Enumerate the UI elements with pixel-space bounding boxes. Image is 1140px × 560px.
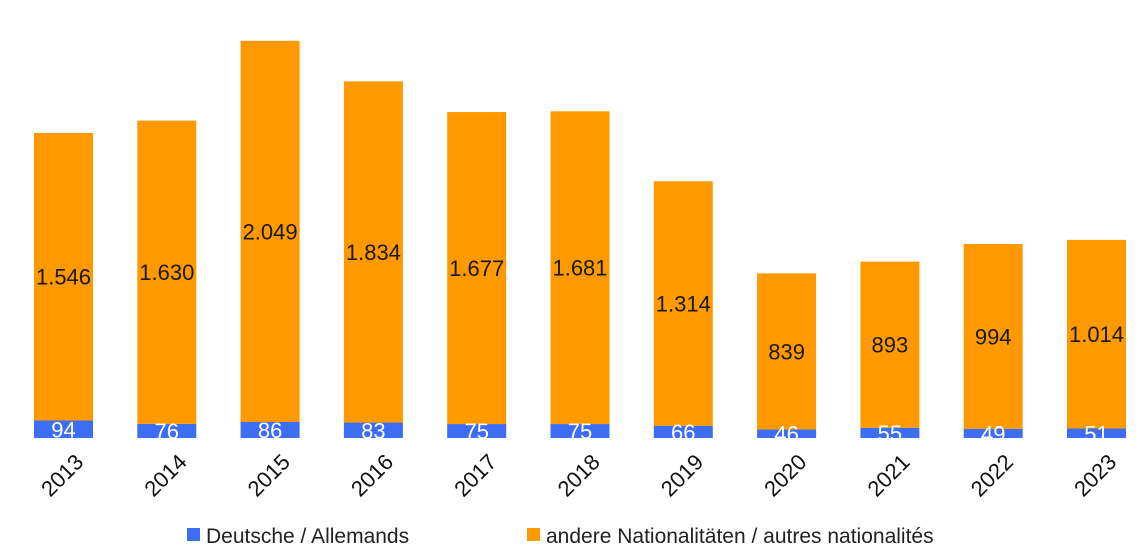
bar-deutsche-2019 [653, 425, 713, 438]
x-tick-label-2022: 2022 [966, 449, 1018, 501]
bar-deutsche-2018 [550, 424, 610, 438]
bar-deutsche-2014 [137, 423, 197, 438]
data-label-andere-2020: 839 [768, 339, 805, 364]
legend-swatch-andere [527, 528, 540, 541]
data-label-andere-2017: 1.677 [449, 256, 504, 281]
data-label-deutsche-2013: 94 [51, 417, 75, 442]
bar-deutsche-2021 [860, 427, 920, 438]
x-tick-label-2021: 2021 [862, 449, 914, 501]
bar-andere-2019 [653, 181, 713, 426]
x-tick-label-2017: 2017 [449, 449, 501, 501]
x-tick-label-2014: 2014 [139, 449, 191, 501]
bar-deutsche-2016 [343, 422, 403, 438]
legend-label-deutsche: Deutsche / Allemands [206, 525, 409, 548]
bar-andere-2022 [963, 243, 1023, 429]
data-label-deutsche-2017: 75 [464, 419, 488, 444]
x-tick-label-2016: 2016 [346, 449, 398, 501]
data-label-deutsche-2022: 49 [981, 421, 1005, 446]
bar-andere-2018 [550, 111, 610, 425]
bar-andere-2020 [757, 273, 817, 430]
data-label-deutsche-2021: 55 [878, 421, 902, 446]
bar-deutsche-2015 [240, 422, 300, 438]
data-label-andere-2021: 893 [872, 333, 909, 358]
legend-label-andere: andere Nationalitäten / autres nationali… [546, 525, 934, 548]
bar-andere-2013 [34, 132, 93, 421]
x-tick-label-2013: 2013 [36, 449, 88, 501]
bar-andere-2015 [240, 40, 300, 422]
bar-deutsche-2020 [757, 429, 817, 438]
data-label-deutsche-2015: 86 [258, 418, 282, 443]
bar-andere-2016 [343, 81, 403, 423]
data-label-andere-2016: 1.834 [346, 240, 401, 265]
data-label-andere-2022: 994 [975, 324, 1012, 349]
bars-group: 94 1.546 76 1.630 86 2.049 83 1.834 75 1.677 75 1.6… [34, 40, 1126, 447]
bar-deutsche-2023 [1067, 428, 1126, 438]
x-tick-label-2019: 2019 [656, 449, 708, 501]
data-label-andere-2023: 1.014 [1069, 322, 1124, 347]
legend-swatch-deutsche [187, 528, 200, 541]
bar-andere-2021 [860, 261, 920, 428]
bar-deutsche-2022 [963, 428, 1023, 438]
x-tick-label-2020: 2020 [759, 449, 811, 501]
data-label-andere-2015: 2.049 [243, 219, 298, 244]
x-tick-label-2015: 2015 [243, 449, 295, 501]
x-axis-tick-labels: 2013 2014 2015 2016 2017 2018 2019 2020 2021 2022… [36, 449, 1121, 501]
legend: Deutsche / Allemands andere Nationalität… [187, 525, 934, 548]
bar-deutsche-2013 [34, 420, 93, 438]
bar-deutsche-2017 [447, 424, 507, 438]
data-label-andere-2013: 1.546 [36, 265, 91, 290]
bar-andere-2017 [447, 112, 507, 425]
data-label-andere-2019: 1.314 [656, 291, 711, 316]
data-label-deutsche-2023: 51 [1084, 421, 1108, 446]
bar-andere-2014 [137, 120, 197, 424]
data-label-deutsche-2014: 76 [155, 419, 179, 444]
data-label-deutsche-2018: 75 [568, 419, 592, 444]
data-label-deutsche-2019: 66 [671, 420, 695, 445]
x-tick-label-2023: 2023 [1069, 449, 1121, 501]
data-label-deutsche-2016: 83 [361, 418, 385, 443]
data-label-deutsche-2020: 46 [774, 422, 798, 447]
bar-andere-2023 [1067, 239, 1126, 429]
x-tick-label-2018: 2018 [553, 449, 605, 501]
data-label-andere-2018: 1.681 [552, 256, 607, 281]
data-label-andere-2014: 1.630 [139, 260, 194, 285]
